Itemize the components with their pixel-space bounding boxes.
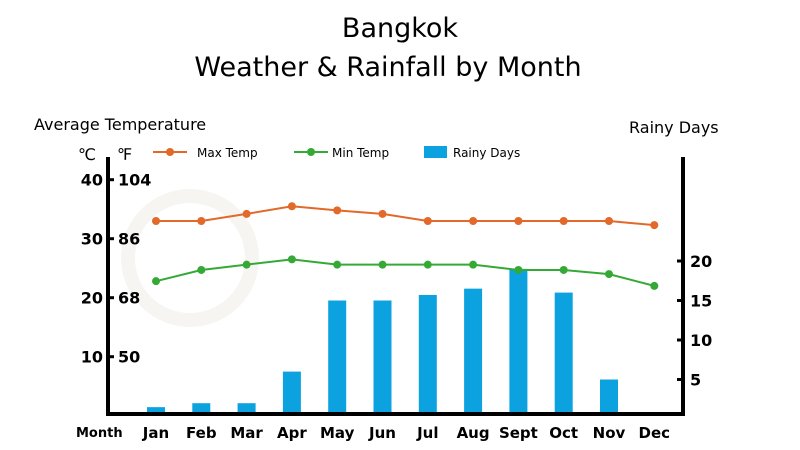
legend-rain-label: Rainy Days	[453, 146, 520, 160]
min-temp-line	[155, 258, 655, 287]
legend-marker-rain	[424, 146, 447, 158]
x-tick-label: Feb	[186, 424, 217, 442]
chart-title-line1: Bangkok	[342, 13, 459, 44]
max-temp-point	[423, 217, 432, 225]
rainy-days-bar	[554, 292, 573, 414]
left-tick-label-f: 68	[118, 289, 140, 308]
left-tick-label-f: 50	[118, 348, 140, 367]
min-temp-point	[287, 255, 296, 264]
min-temp-point	[469, 260, 478, 269]
legend-min-label: Min Temp	[332, 146, 389, 160]
left-tick-label-f: 104	[118, 171, 151, 190]
temperature-lines	[152, 202, 659, 290]
max-temp-point	[242, 209, 251, 218]
min-temp-point	[197, 265, 206, 274]
chart-title-line2: Weather & Rainfall by Month	[194, 52, 581, 83]
rainy-days-bar	[192, 403, 211, 414]
x-axis-title: Month	[76, 426, 123, 441]
rainy-days-bars	[147, 268, 618, 414]
left-tick-label-c: 20	[81, 289, 103, 308]
x-tick-label: Jan	[142, 424, 169, 442]
min-temp-point	[559, 265, 568, 274]
min-temp-point	[152, 277, 160, 286]
x-tick-label: Mar	[230, 424, 263, 442]
right-axis-title: Rainy Days	[629, 118, 719, 137]
max-temp-point	[333, 206, 342, 215]
min-temp-point	[605, 270, 613, 279]
x-tick-label: Nov	[593, 424, 626, 442]
x-tick-label: Jul	[416, 424, 438, 442]
x-tick-label: Sept	[499, 424, 538, 442]
max-temp-line	[156, 205, 655, 227]
max-temp-point	[152, 217, 160, 225]
x-tick-label: Aug	[457, 424, 490, 442]
rainy-days-bar	[509, 268, 528, 414]
max-temp-point	[287, 202, 296, 211]
right-tick-label: 5	[690, 371, 701, 390]
celsius-unit: ℃	[78, 145, 96, 164]
max-temp-point	[559, 217, 568, 225]
left-tick-label-c: 30	[81, 230, 103, 249]
x-tick-label: May	[320, 424, 355, 442]
rainy-days-bar	[464, 288, 483, 414]
rainy-days-bar	[237, 403, 256, 414]
rainy-days-bar	[328, 300, 347, 414]
rainy-days-bar	[600, 379, 618, 414]
axes: 10 50 20 68 30 86 40 104 5 10 15 20 Jan Feb Mar Apr May J…	[81, 157, 712, 442]
x-tick-label: Dec	[639, 424, 671, 442]
rainy-days-bar	[373, 300, 392, 414]
legend-max-label: Max Temp	[197, 146, 258, 160]
x-tick-label: Apr	[277, 424, 307, 442]
legend-marker-min	[307, 148, 315, 156]
right-tick-label: 15	[690, 292, 712, 311]
legend: Max Temp Min Temp Rainy Days	[153, 146, 520, 160]
min-temp-point	[378, 260, 387, 269]
min-temp-point	[514, 265, 523, 274]
max-temp-point	[378, 209, 387, 218]
left-tick-label-f: 86	[118, 230, 140, 249]
left-axis-title: Average Temperature	[34, 115, 206, 134]
max-temp-point	[605, 217, 613, 225]
max-temp-point	[197, 217, 206, 225]
watermark-logo	[121, 189, 259, 327]
fahrenheit-unit: ℉	[117, 145, 132, 164]
right-tick-label: 10	[690, 331, 712, 350]
max-temp-point	[650, 221, 659, 230]
max-temp-point	[469, 217, 478, 225]
watermark-emblem	[121, 189, 259, 327]
x-tick-label: Jun	[368, 424, 396, 442]
min-temp-point	[242, 260, 251, 269]
max-temp-point	[514, 217, 523, 225]
x-tick-label: Oct	[549, 424, 578, 442]
min-temp-point	[423, 260, 432, 269]
rainy-days-bar	[282, 371, 301, 414]
left-tick-label-c: 40	[81, 171, 103, 190]
min-temp-point	[333, 260, 342, 269]
right-tick-label: 20	[690, 252, 712, 271]
left-tick-label-c: 10	[81, 348, 103, 367]
min-temp-point	[650, 281, 659, 290]
rainy-days-bar	[418, 294, 437, 414]
legend-marker-max	[166, 148, 174, 156]
rainy-days-bar	[147, 407, 165, 414]
